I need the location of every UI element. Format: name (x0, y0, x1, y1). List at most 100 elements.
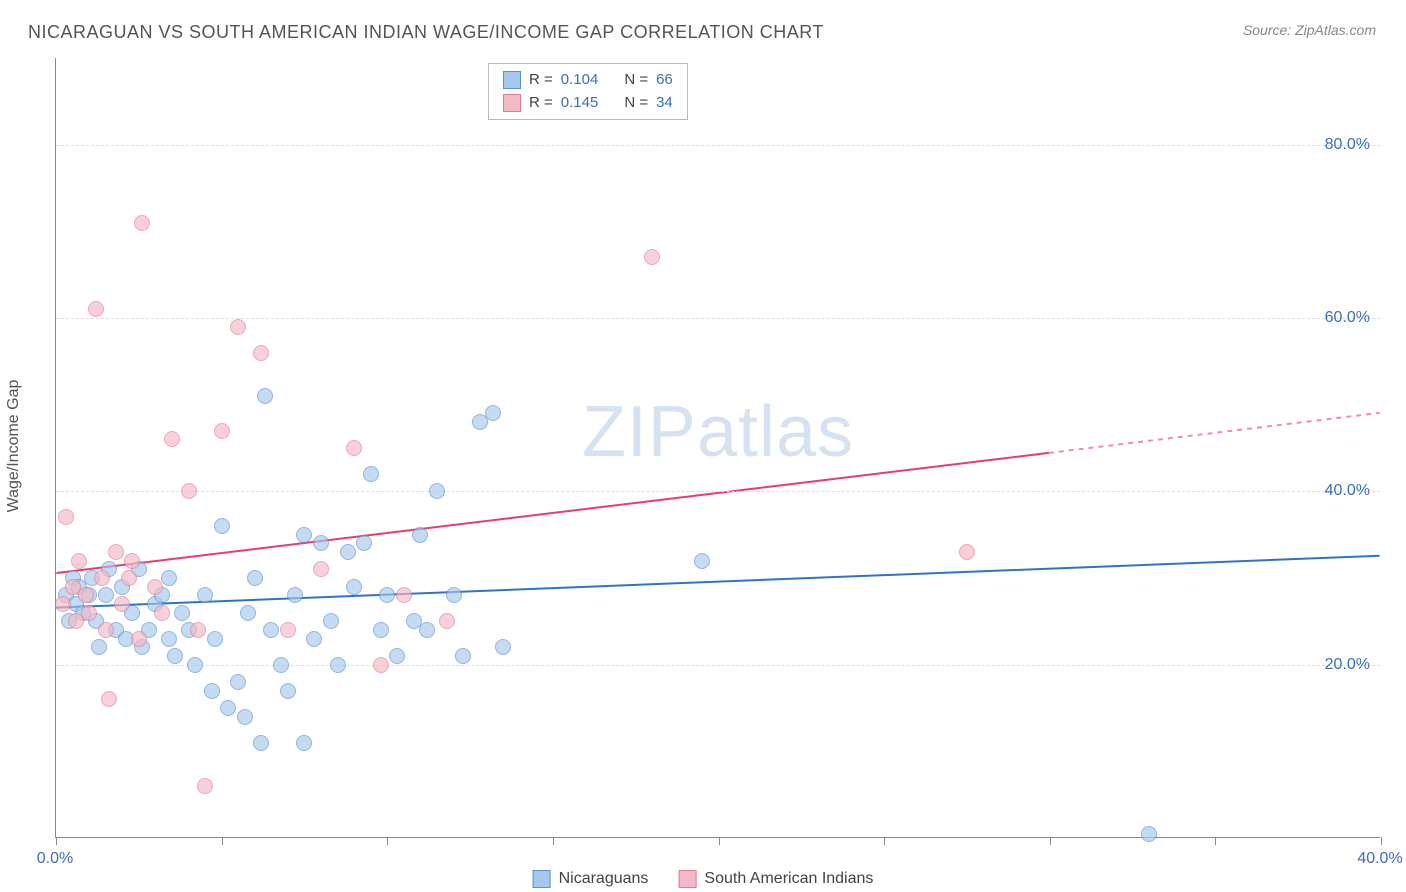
gridline-h (56, 665, 1380, 666)
y-tick-label: 60.0% (1325, 309, 1370, 327)
scatter-point-south_american_indians (439, 613, 455, 629)
scatter-point-nicaraguans (174, 605, 190, 621)
trend-lines (56, 58, 1380, 837)
y-tick-label: 40.0% (1325, 482, 1370, 500)
scatter-point-nicaraguans (455, 648, 471, 664)
scatter-point-south_american_indians (197, 778, 213, 794)
stats-row-nicaraguans: R = 0.104 N = 66 (503, 69, 673, 92)
scatter-point-nicaraguans (204, 683, 220, 699)
n-value: 66 (656, 69, 673, 92)
r-value: 0.145 (561, 92, 599, 115)
scatter-point-nicaraguans (406, 613, 422, 629)
scatter-point-south_american_indians (81, 605, 97, 621)
scatter-point-nicaraguans (485, 405, 501, 421)
scatter-point-nicaraguans (429, 483, 445, 499)
plot-area: ZIPatlas R = 0.104 N = 66 R = 0.145 N = 34 20.0… (55, 58, 1380, 838)
legend-swatch (503, 94, 521, 112)
scatter-point-nicaraguans (273, 657, 289, 673)
r-value: 0.104 (561, 69, 599, 92)
legend-label: Nicaraguans (559, 870, 649, 888)
x-tick-label: 0.0% (37, 850, 73, 868)
scatter-point-south_american_indians (114, 596, 130, 612)
x-tick (387, 837, 388, 845)
scatter-point-south_american_indians (98, 622, 114, 638)
legend-swatch (503, 71, 521, 89)
x-tick (1215, 837, 1216, 845)
gridline-h (56, 318, 1380, 319)
x-tick (1050, 837, 1051, 845)
scatter-point-south_american_indians (396, 587, 412, 603)
scatter-point-south_american_indians (230, 319, 246, 335)
scatter-point-nicaraguans (197, 587, 213, 603)
scatter-point-south_american_indians (181, 483, 197, 499)
scatter-point-nicaraguans (98, 587, 114, 603)
scatter-point-nicaraguans (207, 631, 223, 647)
chart-title: NICARAGUAN VS SOUTH AMERICAN INDIAN WAGE… (28, 22, 824, 43)
trendline-dashed-south_american_indians (1049, 413, 1380, 453)
scatter-point-nicaraguans (389, 648, 405, 664)
scatter-point-nicaraguans (287, 587, 303, 603)
scatter-point-nicaraguans (694, 553, 710, 569)
scatter-point-south_american_indians (58, 509, 74, 525)
scatter-point-nicaraguans (306, 631, 322, 647)
scatter-point-nicaraguans (214, 518, 230, 534)
gridline-h (56, 145, 1380, 146)
scatter-point-nicaraguans (296, 735, 312, 751)
scatter-point-nicaraguans (1141, 826, 1157, 842)
scatter-point-nicaraguans (330, 657, 346, 673)
scatter-point-south_american_indians (280, 622, 296, 638)
scatter-point-nicaraguans (230, 674, 246, 690)
scatter-point-nicaraguans (373, 622, 389, 638)
y-tick-label: 80.0% (1325, 136, 1370, 154)
legend-label: South American Indians (704, 870, 873, 888)
scatter-point-nicaraguans (340, 544, 356, 560)
scatter-point-nicaraguans (257, 388, 273, 404)
n-value: 34 (656, 92, 673, 115)
scatter-point-nicaraguans (356, 535, 372, 551)
scatter-point-nicaraguans (247, 570, 263, 586)
x-tick (1381, 837, 1382, 845)
scatter-point-nicaraguans (280, 683, 296, 699)
scatter-point-south_american_indians (154, 605, 170, 621)
scatter-point-nicaraguans (323, 613, 339, 629)
y-axis-label: Wage/Income Gap (5, 380, 23, 513)
stats-box: R = 0.104 N = 66 R = 0.145 N = 34 (488, 63, 688, 120)
scatter-point-nicaraguans (346, 579, 362, 595)
watermark: ZIPatlas (582, 391, 854, 473)
gridline-h (56, 491, 1380, 492)
scatter-point-nicaraguans (253, 735, 269, 751)
trendline-south_american_indians (56, 453, 1048, 573)
legend-item-south_american_indians: South American Indians (678, 870, 873, 888)
scatter-point-nicaraguans (240, 605, 256, 621)
scatter-point-south_american_indians (94, 570, 110, 586)
scatter-point-south_american_indians (124, 553, 140, 569)
x-tick (553, 837, 554, 845)
scatter-point-south_american_indians (253, 345, 269, 361)
scatter-point-nicaraguans (161, 631, 177, 647)
scatter-point-nicaraguans (379, 587, 395, 603)
n-label: N = (624, 69, 648, 92)
y-tick-label: 20.0% (1325, 656, 1370, 674)
legend-swatch (678, 870, 696, 888)
n-label: N = (624, 92, 648, 115)
scatter-point-nicaraguans (412, 527, 428, 543)
scatter-point-south_american_indians (959, 544, 975, 560)
scatter-point-south_american_indians (88, 301, 104, 317)
scatter-point-south_american_indians (164, 431, 180, 447)
scatter-point-nicaraguans (187, 657, 203, 673)
r-label: R = (529, 92, 553, 115)
scatter-point-nicaraguans (167, 648, 183, 664)
scatter-point-south_american_indians (134, 215, 150, 231)
scatter-point-nicaraguans (263, 622, 279, 638)
scatter-point-south_american_indians (147, 579, 163, 595)
scatter-point-nicaraguans (313, 535, 329, 551)
scatter-point-south_american_indians (101, 691, 117, 707)
r-label: R = (529, 69, 553, 92)
x-tick (884, 837, 885, 845)
x-tick (222, 837, 223, 845)
scatter-point-nicaraguans (495, 639, 511, 655)
x-tick (56, 837, 57, 845)
scatter-point-nicaraguans (220, 700, 236, 716)
x-tick-label: 40.0% (1357, 850, 1402, 868)
source-label: Source: ZipAtlas.com (1243, 22, 1376, 38)
